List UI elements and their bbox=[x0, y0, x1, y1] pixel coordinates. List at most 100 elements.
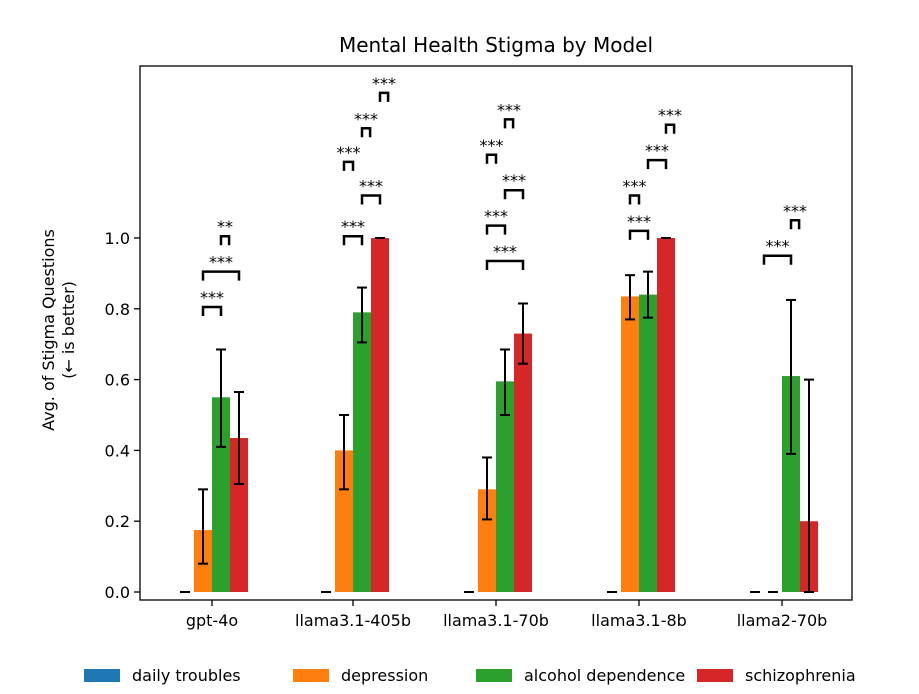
y-tick-label: 0.6 bbox=[105, 371, 130, 390]
significance-label: *** bbox=[623, 177, 647, 196]
significance-label: *** bbox=[645, 141, 669, 160]
significance-bracket: *** bbox=[627, 212, 651, 240]
bar-llama3.1-8b-schizophrenia bbox=[657, 238, 675, 592]
bracket-line bbox=[342, 234, 364, 246]
significance-label: *** bbox=[493, 242, 517, 261]
significance-bracket: *** bbox=[359, 177, 383, 205]
y-axis-label: Avg. of Stigma Questions (← is better) bbox=[39, 229, 78, 431]
error-bar bbox=[198, 488, 208, 565]
legend-entry: schizophrenia bbox=[697, 666, 856, 685]
bracket-line bbox=[485, 224, 507, 235]
significance-label: *** bbox=[484, 207, 508, 226]
significance-bracket: *** bbox=[623, 177, 647, 205]
bar-llama3.1-70b-schizophrenia bbox=[514, 333, 532, 592]
significance-bracket: *** bbox=[200, 288, 224, 317]
significance-label: *** bbox=[337, 143, 361, 162]
x-tick-label: llama3.1-8b bbox=[591, 611, 687, 630]
bracket-line bbox=[378, 91, 390, 102]
legend-label: schizophrenia bbox=[745, 666, 856, 685]
bracket-line bbox=[485, 153, 498, 164]
significance-bracket: *** bbox=[354, 109, 378, 138]
significance-bracket: *** bbox=[762, 237, 793, 265]
error-bar bbox=[500, 348, 510, 416]
bracket-line bbox=[201, 270, 241, 281]
bracket-line bbox=[628, 194, 641, 205]
significance-bracket: *** bbox=[341, 217, 365, 246]
bar-llama3.1-405b-alcohol-dependence bbox=[353, 312, 371, 592]
error-bar bbox=[234, 390, 244, 486]
legend-label: alcohol dependence bbox=[524, 666, 685, 685]
bar-llama3.1-405b-depression bbox=[335, 450, 353, 592]
significance-bracket: ** bbox=[217, 217, 233, 246]
bracket-line bbox=[342, 160, 355, 171]
significance-label: *** bbox=[209, 253, 233, 272]
y-tick-label: 1.0 bbox=[105, 229, 130, 248]
legend-entry: daily troubles bbox=[84, 666, 241, 685]
legend-label: depression bbox=[341, 666, 428, 685]
significance-label: *** bbox=[341, 217, 365, 236]
error-bar bbox=[339, 414, 349, 491]
legend-swatch bbox=[476, 669, 512, 682]
error-bar bbox=[625, 274, 635, 321]
bracket-line bbox=[360, 194, 382, 205]
significance-label: *** bbox=[502, 171, 526, 190]
significance-bracket: *** bbox=[502, 171, 526, 200]
error-bar bbox=[804, 378, 814, 593]
significance-label: *** bbox=[480, 136, 504, 155]
x-tick-label: llama3.1-70b bbox=[443, 611, 549, 630]
error-bar bbox=[518, 302, 528, 365]
chart-title: Mental Health Stigma by Model bbox=[339, 33, 653, 57]
x-tick-label: gpt-4o bbox=[186, 611, 238, 630]
significance-bracket: *** bbox=[783, 201, 807, 230]
significance-bracket: *** bbox=[497, 100, 521, 129]
y-axis-label-line1: Avg. of Stigma Questions bbox=[39, 229, 58, 431]
y-tick-label: 0.8 bbox=[105, 300, 130, 319]
y-tick-label: 0.0 bbox=[105, 583, 130, 602]
significance-bracket: *** bbox=[201, 253, 241, 281]
bar-llama2-70b-alcohol-dependence bbox=[782, 376, 800, 592]
legend-entry: alcohol dependence bbox=[476, 666, 685, 685]
bracket-line bbox=[485, 259, 525, 271]
bracket-line bbox=[503, 188, 525, 200]
bracket-line bbox=[664, 123, 676, 134]
plot-area: ******** ********************************… bbox=[105, 65, 853, 630]
bracket-line bbox=[503, 118, 515, 129]
significance-label: *** bbox=[658, 106, 682, 125]
legend-swatch bbox=[293, 669, 329, 682]
bar-llama3.1-405b-schizophrenia bbox=[371, 238, 389, 592]
x-tick-label: llama2-70b bbox=[737, 611, 828, 630]
bar-llama3.1-70b-alcohol-dependence bbox=[496, 381, 514, 592]
significance-label: *** bbox=[359, 177, 383, 196]
bracket-line bbox=[646, 158, 668, 170]
error-bar bbox=[216, 348, 226, 448]
y-tick-label: 0.4 bbox=[105, 441, 130, 460]
bracket-line bbox=[219, 234, 231, 246]
significance-bracket: *** bbox=[645, 141, 669, 170]
significance-label: *** bbox=[783, 201, 807, 220]
significance-label: *** bbox=[497, 100, 521, 119]
legend-label: daily troubles bbox=[132, 666, 241, 685]
significance-label: *** bbox=[766, 237, 790, 256]
legend: daily troubles depression alcohol dependen… bbox=[84, 666, 856, 685]
x-tick-label: llama3.1-405b bbox=[295, 611, 411, 630]
legend-swatch bbox=[697, 669, 733, 682]
error-bar bbox=[786, 298, 796, 455]
significance-label: *** bbox=[372, 74, 396, 93]
bracket-line bbox=[789, 219, 801, 230]
bracket-line bbox=[201, 305, 223, 317]
significance-bracket: *** bbox=[337, 143, 361, 171]
bracket-line bbox=[762, 254, 793, 265]
significance-bracket: *** bbox=[372, 74, 396, 102]
significance-label: *** bbox=[627, 212, 651, 231]
significance-label: ** bbox=[217, 217, 233, 236]
error-bar bbox=[357, 286, 367, 344]
bar-llama3.1-8b-alcohol-dependence bbox=[639, 294, 657, 592]
significance-bracket: *** bbox=[658, 106, 682, 134]
bar-llama3.1-8b-depression bbox=[621, 296, 639, 592]
legend-swatch bbox=[84, 669, 120, 682]
significance-label: *** bbox=[354, 109, 378, 128]
bar-gpt-4o-schizophrenia bbox=[230, 438, 248, 592]
error-bar bbox=[643, 270, 653, 319]
significance-label: *** bbox=[200, 288, 224, 307]
